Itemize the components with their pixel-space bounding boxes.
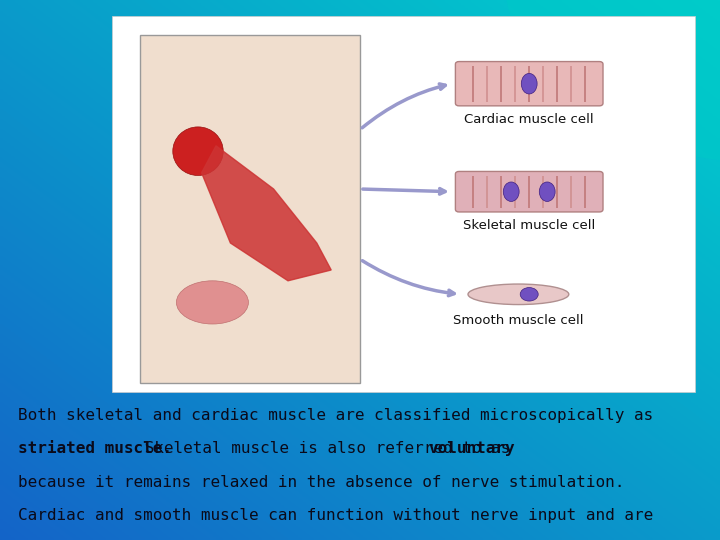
Bar bbox=[112, 16, 695, 391]
Ellipse shape bbox=[521, 287, 539, 301]
Ellipse shape bbox=[503, 182, 519, 201]
Text: because it remains relaxed in the absence of nerve stimulation.: because it remains relaxed in the absenc… bbox=[18, 475, 624, 490]
Ellipse shape bbox=[539, 182, 555, 201]
Ellipse shape bbox=[176, 281, 248, 324]
Text: Cardiac and smooth muscle can function without nerve input and are: Cardiac and smooth muscle can function w… bbox=[18, 508, 653, 523]
Text: Skeletal muscle is also referred to as: Skeletal muscle is also referred to as bbox=[135, 441, 520, 456]
Polygon shape bbox=[202, 146, 331, 281]
FancyBboxPatch shape bbox=[455, 172, 603, 212]
Ellipse shape bbox=[468, 284, 569, 305]
Ellipse shape bbox=[173, 127, 223, 176]
Text: Smooth muscle cell: Smooth muscle cell bbox=[453, 314, 584, 327]
Wedge shape bbox=[504, 0, 720, 162]
Ellipse shape bbox=[521, 73, 537, 94]
Text: Skeletal muscle cell: Skeletal muscle cell bbox=[463, 219, 595, 232]
Bar bbox=[140, 35, 360, 383]
Text: voluntary: voluntary bbox=[428, 441, 515, 456]
Text: Both skeletal and cardiac muscle are classified microscopically as: Both skeletal and cardiac muscle are cla… bbox=[18, 408, 653, 423]
FancyBboxPatch shape bbox=[455, 62, 603, 106]
Text: Cardiac muscle cell: Cardiac muscle cell bbox=[464, 113, 594, 126]
Text: striated muscle.: striated muscle. bbox=[18, 441, 172, 456]
